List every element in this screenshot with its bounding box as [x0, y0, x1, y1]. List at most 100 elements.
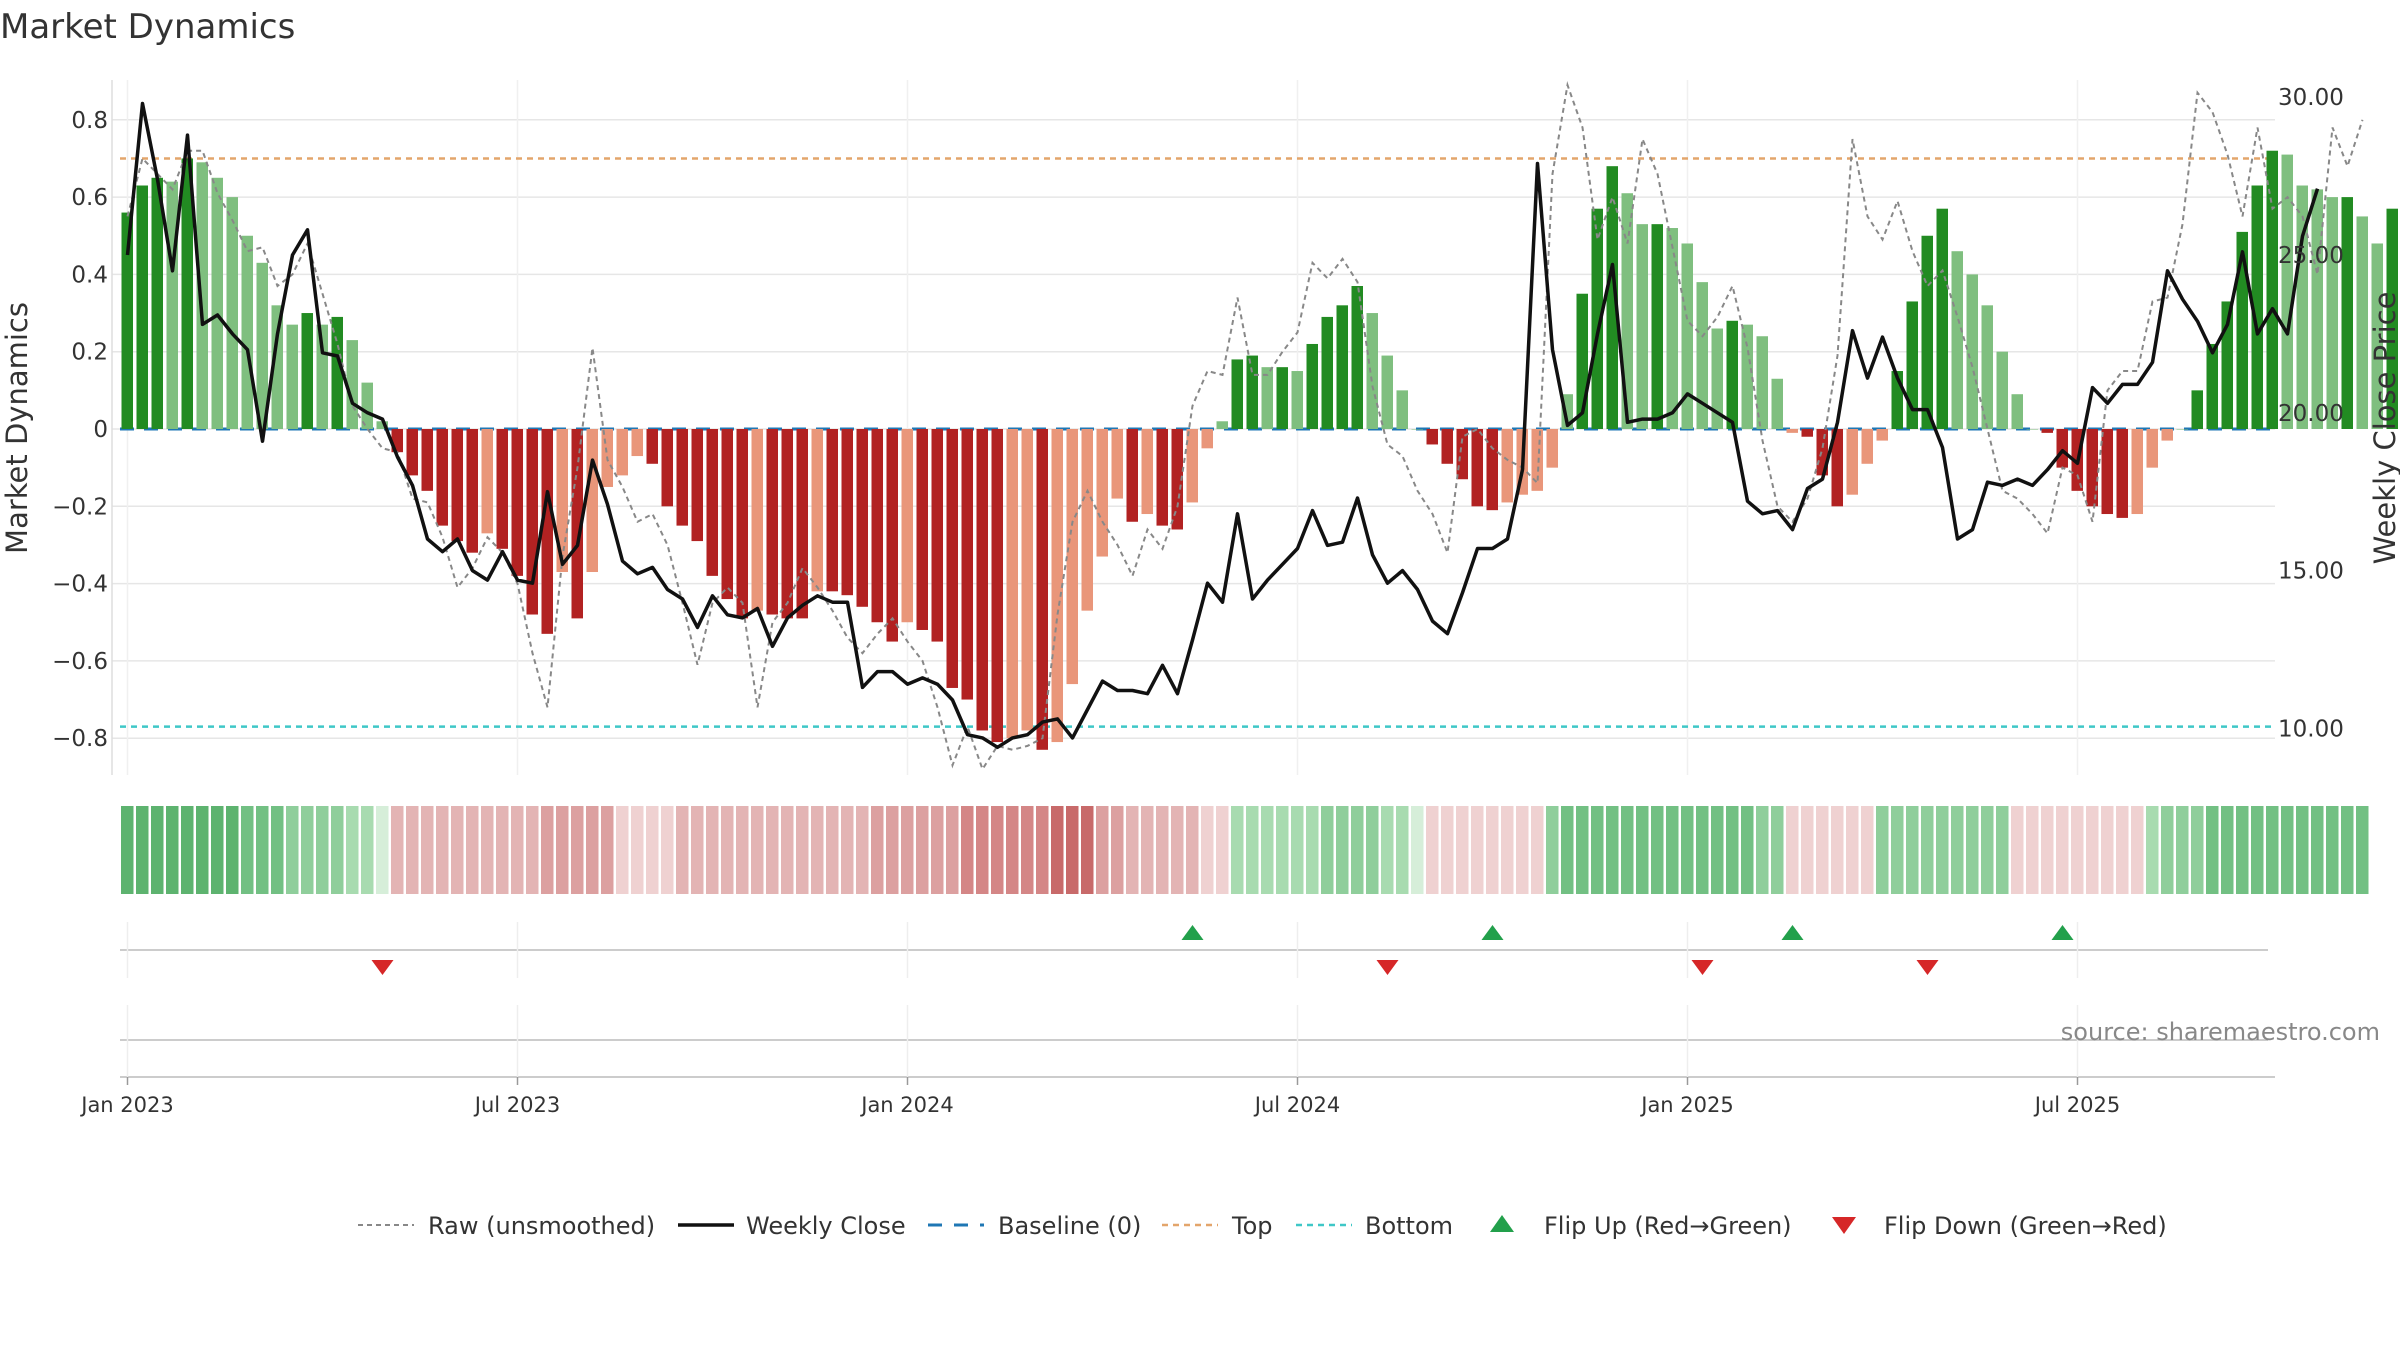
- regime-strip-cell: [1711, 806, 1724, 894]
- legend: Raw (unsmoothed) Weekly Close Baseline (0)…: [358, 1212, 2167, 1240]
- regime-strip-cell: [1741, 806, 1754, 894]
- regime-strip-cell: [2326, 806, 2339, 894]
- regime-strip-cell: [1486, 806, 1499, 894]
- dynamics-bar: [271, 305, 283, 429]
- dynamics-bar: [1396, 390, 1408, 429]
- dynamics-bar: [196, 162, 208, 429]
- regime-strip-cell: [1906, 806, 1919, 894]
- dynamics-bar: [1561, 394, 1573, 429]
- regime-strip-cell: [1201, 806, 1214, 894]
- dynamics-bar: [1846, 429, 1858, 495]
- right-tick-label: 30.00: [2278, 85, 2344, 111]
- regime-strip-cell: [136, 806, 149, 894]
- regime-strip-cell: [1426, 806, 1439, 894]
- dynamics-bar: [2131, 429, 2143, 515]
- legend-swatch-flip-down: [1832, 1217, 1856, 1234]
- regime-strip-cell: [2251, 806, 2264, 894]
- dynamics-bar: [1636, 224, 1648, 429]
- regime-strip-cell: [1621, 806, 1634, 894]
- regime-strip-cell: [2311, 806, 2324, 894]
- flip-up-marker: [1181, 925, 1204, 940]
- regime-strip-cell: [1816, 806, 1829, 894]
- dynamics-bar: [1906, 301, 1918, 429]
- left-tick-label: 0.8: [71, 108, 108, 134]
- regime-strip-cell: [511, 806, 524, 894]
- dynamics-bar: [586, 429, 598, 573]
- regime-strip-cell: [706, 806, 719, 894]
- regime-strip-cell: [1846, 806, 1859, 894]
- regime-strip-cell: [1186, 806, 1199, 894]
- dynamics-bar: [841, 429, 853, 596]
- x-tick-label: Jul 2024: [1253, 1093, 1340, 1117]
- left-axis-ticks: 0.8 0.6 0.4 0.2 0 −0.2 −0.4 −0.6 −0.8: [52, 108, 108, 752]
- left-tick-label: 0.4: [71, 262, 108, 288]
- regime-strip-cell: [196, 806, 209, 894]
- dynamics-bar: [646, 429, 658, 464]
- regime-strip-cell: [1996, 806, 2009, 894]
- legend-item: Bottom: [1296, 1212, 1453, 1240]
- dynamics-bar: [991, 429, 1003, 743]
- regime-strip-cell: [1051, 806, 1064, 894]
- regime-strip-cell: [2176, 806, 2189, 894]
- dynamics-bar: [1531, 429, 1543, 491]
- dynamics-bar: [1471, 429, 1483, 507]
- regime-strip-cell: [1456, 806, 1469, 894]
- regime-strip-cell: [2296, 806, 2309, 894]
- dynamics-bar: [1351, 285, 1363, 429]
- regime-strip-cell: [1351, 806, 1364, 894]
- regime-strip-cell: [1096, 806, 1109, 894]
- left-tick-label: 0: [93, 417, 108, 443]
- dynamics-bar: [511, 429, 523, 576]
- regime-strip-cell: [1171, 806, 1184, 894]
- dynamics-bar: [1441, 429, 1453, 464]
- regime-strip-cell: [1981, 806, 1994, 894]
- dynamics-bar: [1186, 429, 1198, 503]
- dynamics-bar: [871, 429, 883, 623]
- regime-strip-cell: [1531, 806, 1544, 894]
- dynamics-bar: [1231, 359, 1243, 429]
- dynamics-bar: [1021, 429, 1033, 731]
- dynamics-bar: [1051, 429, 1063, 743]
- regime-strip-cell: [721, 806, 734, 894]
- raw-unsmoothed-line: [126, 81, 2364, 772]
- regime-strip-cell: [2086, 806, 2099, 894]
- regime-strip-cell: [286, 806, 299, 894]
- regime-strip-cell: [1651, 806, 1664, 894]
- regime-strip-cell: [2011, 806, 2024, 894]
- regime-strip-cell: [991, 806, 1004, 894]
- regime-strip-cell: [1606, 806, 1619, 894]
- dynamics-bar: [331, 316, 343, 429]
- right-tick-label: 10.00: [2278, 716, 2344, 742]
- dynamics-bar: [1111, 429, 1123, 499]
- regime-strip-cell: [1696, 806, 1709, 894]
- regime-strip-cell: [271, 806, 284, 894]
- dynamics-bar: [166, 181, 178, 429]
- regime-strip-cell: [316, 806, 329, 894]
- dynamics-bar: [436, 429, 448, 526]
- regime-strip-cell: [1516, 806, 1529, 894]
- left-tick-label: 0.6: [71, 185, 108, 211]
- regime-strip-cell: [541, 806, 554, 894]
- dynamics-bar: [346, 340, 358, 429]
- dynamics-bar: [781, 429, 793, 619]
- dynamics-bar: [241, 235, 253, 429]
- legend-label: Weekly Close: [746, 1212, 906, 1240]
- legend-label: Bottom: [1365, 1212, 1453, 1240]
- dynamics-bar: [1426, 429, 1438, 445]
- left-tick-label: −0.2: [52, 494, 108, 520]
- dynamics-bar: [1861, 429, 1873, 464]
- dynamics-bar: [1681, 243, 1693, 429]
- dynamics-bar: [1696, 282, 1708, 429]
- regime-strip-cell: [1066, 806, 1079, 894]
- regime-strip-cell: [1081, 806, 1094, 894]
- dynamics-bar: [1831, 429, 1843, 507]
- regime-strip-cell: [601, 806, 614, 894]
- regime-strip-cell: [886, 806, 899, 894]
- regime-strip-cell: [1231, 806, 1244, 894]
- dynamics-bar: [2161, 429, 2173, 441]
- dynamics-bar: [481, 429, 493, 534]
- regime-strip-cell: [1501, 806, 1514, 894]
- dynamics-bar: [361, 382, 373, 429]
- regime-strip-cell: [1306, 806, 1319, 894]
- dynamics-bar: [2191, 390, 2203, 429]
